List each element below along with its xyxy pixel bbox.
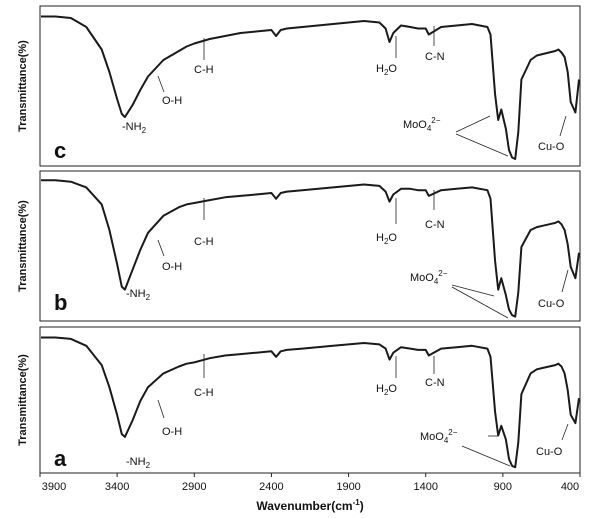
annotation-moo4-b-leader-1 <box>451 284 495 297</box>
x-tick-label: 2400 <box>259 481 283 493</box>
x-axis-title: Wavenumber(cm-1) <box>256 498 363 513</box>
annotation-h2o-b: H2O <box>376 232 397 246</box>
annotation-h2o-c: H2O <box>376 63 397 77</box>
annotation-moo4-b-leader-2 <box>451 286 509 319</box>
annotation-moo4-a: MoO42− <box>420 428 458 445</box>
annotation-cuo-c-leader <box>559 115 567 137</box>
annotation-oh-c: O-H <box>162 95 182 107</box>
annotation-cuo-a: Cu-O <box>536 446 563 458</box>
annotation-moo4-c-leader-2 <box>455 133 509 157</box>
panel-a-ylabel: Transmittance(%) <box>17 354 29 446</box>
annotation-cn-b: C-N <box>425 219 445 231</box>
x-tick-label: 1400 <box>413 481 437 493</box>
panel-b-ylabel: Transmittance(%) <box>17 200 29 292</box>
x-tick-label: 900 <box>494 481 512 493</box>
annotation-nh2-b: -NH2 <box>126 288 151 302</box>
annotation-nh2-a: -NH2 <box>126 456 151 470</box>
annotation-h2o-a: H2O <box>376 383 397 397</box>
x-axis: 3900 3400 2900 2400 1900 1400 900 400 <box>39 473 581 493</box>
x-tick-label: 3900 <box>42 481 66 493</box>
panel-a-frame <box>39 326 581 474</box>
x-tick-label: 3400 <box>105 481 129 493</box>
panel-a-spectrum-line <box>41 336 580 469</box>
x-tick-label: 400 <box>561 481 579 493</box>
panel-b-letter: b <box>54 290 67 315</box>
annotation-oh-b: O-H <box>162 261 182 273</box>
x-tick-label: 2900 <box>182 481 206 493</box>
annotation-cuo-b: Cu-O <box>538 298 565 310</box>
panel-a-letter: a <box>54 446 67 471</box>
annotation-moo4-c-leader-1 <box>455 115 491 133</box>
annotation-oh-c-leader <box>157 75 165 93</box>
annotation-cn-c: C-N <box>425 51 445 63</box>
annotation-ch-b: C-H <box>194 236 214 248</box>
annotation-oh-a: O-H <box>162 426 182 438</box>
panel-c-ylabel: Transmittance(%) <box>17 40 29 132</box>
annotation-cn-a: C-N <box>425 377 445 389</box>
annotation-cuo-a-leader <box>561 423 569 441</box>
panel-b: Transmittance(%) b -NH2 O-H C-H H2O C-N … <box>17 170 581 322</box>
annotation-ch-a: C-H <box>194 387 214 399</box>
annotation-ch-c: C-H <box>194 64 214 76</box>
panel-a: Transmittance(%) a -NH2 O-H C-H H2O C-N … <box>17 326 581 474</box>
panel-c-letter: c <box>54 138 66 163</box>
annotation-cuo-b-leader <box>561 269 569 293</box>
annotation-moo4-a-leader-2 <box>461 445 511 467</box>
annotation-moo4-c: MoO42− <box>403 116 441 133</box>
panel-c-frame <box>39 5 581 167</box>
panel-c: Transmittance(%) c -NH2 O-H C-H H2O C-N … <box>17 5 581 167</box>
panel-b-spectrum-line <box>41 179 580 318</box>
annotation-oh-b-leader <box>157 239 165 257</box>
x-tick-label: 1900 <box>336 481 360 493</box>
annotation-oh-a-leader <box>157 399 165 419</box>
panel-b-frame <box>39 170 581 322</box>
annotation-nh2-c: -NH2 <box>122 121 147 135</box>
annotation-moo4-b: MoO42− <box>410 269 448 286</box>
panel-c-spectrum-line <box>41 15 580 160</box>
annotation-cuo-c: Cu-O <box>538 141 565 153</box>
